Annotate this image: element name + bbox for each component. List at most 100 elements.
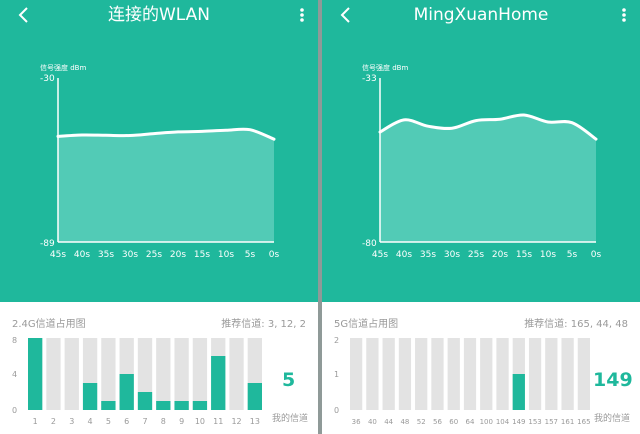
- y-tick-bottom: -80: [362, 239, 377, 249]
- signal-line: [378, 113, 598, 141]
- signal-line: [56, 127, 276, 141]
- channel-label: 12: [231, 417, 241, 426]
- channel-label: 52: [417, 418, 426, 426]
- channel-bar: [101, 401, 116, 410]
- x-tick-label: 35s: [98, 250, 114, 260]
- bar-y-tick: 1: [334, 370, 339, 379]
- channel-chart-title: 5G信道占用图: [334, 319, 399, 330]
- channel-bar-bg: [192, 338, 208, 410]
- channel-bar: [82, 383, 98, 410]
- bar-y-tick: 8: [12, 336, 17, 345]
- x-tick-label: 40s: [396, 250, 412, 260]
- channel-label: 40: [368, 418, 377, 426]
- wlan-panel-connected: 连接的WLAN 信号强度 dBm -30 -89 45s 40s 35s 30s 25s 20s…: [0, 0, 318, 434]
- page-title: 连接的WLAN: [107, 5, 211, 25]
- channel-label: 11: [213, 417, 223, 426]
- channel-label: 48: [400, 418, 409, 426]
- channel-chart-title: 2.4G信道占用图: [12, 319, 86, 330]
- recommended-channels: 推荐信道: 3, 12, 2: [221, 319, 306, 330]
- channel-section: 2.4G信道占用图 推荐信道: 3, 12, 2 8 4 0 1 2 3 4 5 6 7 8 9 10 1…: [0, 302, 318, 434]
- channel-bar-bg: [447, 338, 460, 410]
- channel-bar-bg: [431, 338, 444, 410]
- y-tick-bottom: -89: [40, 239, 55, 249]
- channel-label: 149: [512, 418, 525, 426]
- channel-bar-bg: [545, 338, 558, 410]
- channel-bar-bg: [46, 338, 61, 410]
- my-channel-value: 149: [593, 369, 633, 391]
- more-menu-icon[interactable]: [296, 4, 308, 26]
- channel-bar-bg: [101, 338, 116, 410]
- channel-bar-bg: [415, 338, 428, 410]
- y-tick-top: -33: [362, 74, 377, 84]
- channel-bar: [174, 401, 189, 410]
- channel-label: 157: [545, 418, 558, 426]
- x-tick-label: 5s: [567, 250, 578, 260]
- x-tick-label: 15s: [516, 250, 532, 260]
- channel-bar-bg: [561, 338, 574, 410]
- channel-bar-bg: [463, 338, 477, 410]
- wlan-panel-network: MingXuanHome 信号强度 dBm -33 -80 45s 40s 35s 30s 2…: [322, 0, 640, 434]
- channel-bar-bg: [496, 338, 509, 410]
- channel-label: 7: [142, 417, 147, 426]
- channel-bar-bg: [229, 338, 244, 410]
- channel-bar: [211, 356, 226, 410]
- back-arrow-icon[interactable]: [336, 4, 358, 26]
- channel-label: 44: [384, 418, 393, 426]
- channel-label: 8: [161, 417, 166, 426]
- channel-bar: [512, 374, 525, 410]
- channel-label: 60: [449, 418, 458, 426]
- channel-label: 153: [528, 418, 541, 426]
- page-title: MingXuanHome: [413, 5, 549, 25]
- y-tick-top: -30: [40, 74, 55, 84]
- channel-bar-bg: [366, 338, 379, 410]
- channel-label: 5: [106, 417, 111, 426]
- channel-label: 9: [179, 417, 184, 426]
- my-channel-value: 5: [282, 369, 296, 391]
- x-tick-label: 15s: [194, 250, 210, 260]
- channel-section: 5G信道占用图 推荐信道: 165, 44, 48 2 1 0 36 40 44 48 52 5…: [322, 302, 640, 434]
- x-tick-label: 30s: [444, 250, 460, 260]
- channel-label: 6: [124, 417, 129, 426]
- signal-area-fill: [380, 114, 596, 242]
- x-tick-label: 0s: [591, 250, 602, 260]
- my-channel-label: 我的信道: [272, 414, 309, 424]
- back-arrow-icon[interactable]: [14, 4, 36, 26]
- channel-bar-bg: [398, 338, 412, 410]
- channel-label: 2: [51, 417, 56, 426]
- more-menu-icon[interactable]: [618, 4, 630, 26]
- channel-label: 165: [577, 418, 590, 426]
- channel-bar-chart: 2 1 0 36 40 44 48 52 56 60 64 100 104 149 153 157 161 165: [334, 336, 591, 426]
- channel-label: 1: [33, 417, 38, 426]
- x-tick-label: 0s: [269, 250, 280, 260]
- bar-y-tick: 4: [12, 370, 17, 379]
- y-axis-title: 信号强度 dBm: [40, 63, 86, 72]
- channel-bar: [28, 338, 43, 410]
- bar-y-tick: 0: [12, 406, 17, 415]
- channel-bar: [192, 401, 208, 410]
- channel-label: 64: [466, 418, 475, 426]
- channel-bar: [247, 383, 262, 410]
- channel-bar-bg: [382, 338, 395, 410]
- x-tick-label: 20s: [170, 250, 186, 260]
- channel-label: 161: [561, 418, 574, 426]
- x-tick-label: 45s: [372, 250, 388, 260]
- channel-bar-bg: [64, 338, 79, 410]
- x-tick-label: 5s: [245, 250, 256, 260]
- channel-bar-bg: [480, 338, 493, 410]
- channel-bar-bg: [156, 338, 171, 410]
- channel-label: 4: [88, 417, 93, 426]
- x-tick-label: 45s: [50, 250, 66, 260]
- x-tick-label: 10s: [218, 250, 234, 260]
- channel-bar: [156, 401, 171, 410]
- y-axis-title: 信号强度 dBm: [362, 63, 408, 72]
- channel-label: 13: [250, 417, 260, 426]
- bar-y-tick: 2: [334, 336, 339, 345]
- channel-bar: [119, 374, 134, 410]
- channel-bar: [137, 392, 153, 410]
- my-channel-label: 我的信道: [594, 414, 631, 424]
- x-tick-label: 20s: [492, 250, 508, 260]
- channel-label: 3: [69, 417, 74, 426]
- channel-bar-bg: [350, 338, 363, 410]
